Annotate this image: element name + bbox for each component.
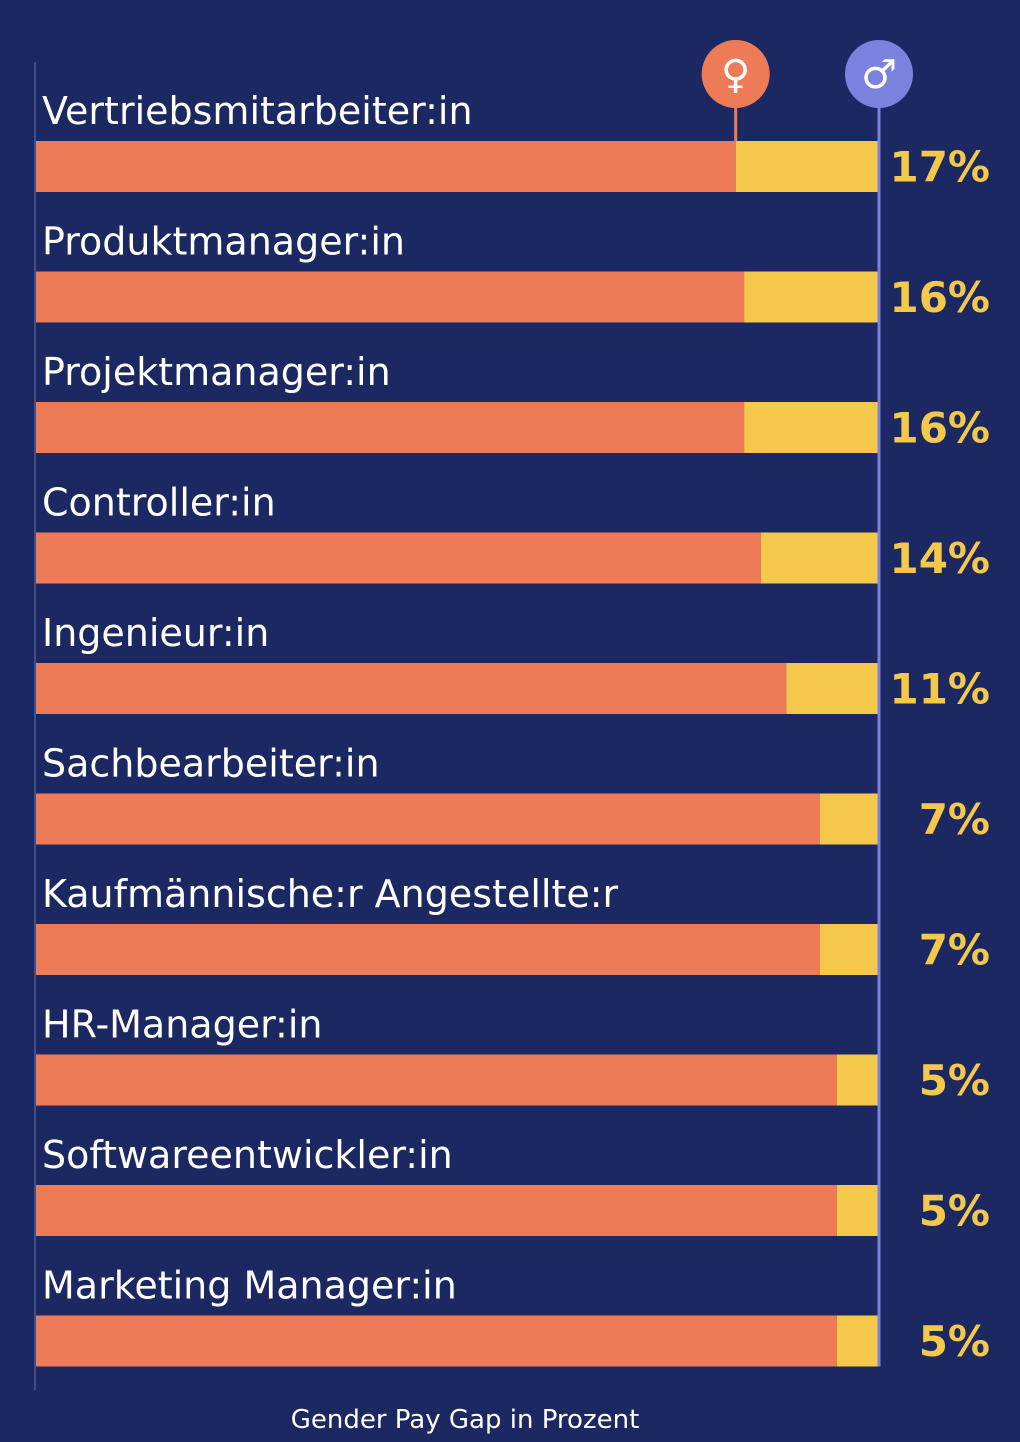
- bar-row: Produktmanager:in 16%: [36, 220, 990, 323]
- row-label: Sachbearbeiter:in: [42, 742, 380, 786]
- x-axis-label: Gender Pay Gap in Prozent: [291, 1405, 640, 1435]
- gap-bar: [735, 141, 879, 192]
- gap-bar: [744, 402, 879, 453]
- female-bar: [36, 663, 787, 714]
- female-bar: [36, 532, 761, 584]
- row-label: Controller:in: [42, 481, 276, 525]
- row-label: Ingenieur:in: [42, 611, 269, 655]
- male-symbol-icon: ♂: [861, 52, 897, 98]
- value-label: 16%: [889, 273, 990, 322]
- gap-bar: [836, 1185, 879, 1236]
- value-label: 16%: [889, 404, 990, 453]
- row-label: Vertriebsmitarbeiter:in: [42, 89, 473, 133]
- female-bar: [36, 1185, 837, 1236]
- value-label: 5%: [919, 1317, 990, 1366]
- value-label: 5%: [919, 1187, 990, 1236]
- bar-row: Softwareentwickler:in 5%: [36, 1133, 990, 1236]
- gap-bar: [836, 1315, 879, 1367]
- value-label: 7%: [919, 795, 990, 844]
- row-label: Produktmanager:in: [42, 220, 405, 264]
- row-label: Kaufmännische:r Angestellte:r: [42, 872, 619, 916]
- female-bar: [36, 141, 736, 192]
- value-label: 17%: [889, 143, 990, 192]
- bar-row: Ingenieur:in 11%: [36, 611, 990, 714]
- female-bar: [36, 793, 820, 845]
- gap-bar: [819, 924, 879, 975]
- gender-markers: ♀ ♂: [701, 40, 913, 1367]
- bar-row: Projektmanager:in 16%: [36, 350, 990, 453]
- value-label: 11%: [889, 665, 990, 714]
- bar-row: Vertriebsmitarbeiter:in 17%: [36, 89, 990, 192]
- female-symbol-icon: ♀: [721, 52, 750, 98]
- bar-row: Kaufmännische:r Angestellte:r 7%: [36, 872, 990, 975]
- female-bar: [36, 1315, 837, 1367]
- value-label: 14%: [889, 534, 990, 583]
- gap-bar: [744, 271, 879, 323]
- female-bar: [36, 924, 820, 975]
- gap-bar: [819, 793, 879, 845]
- bar-row: Sachbearbeiter:in 7%: [36, 742, 990, 845]
- value-label: 5%: [919, 1056, 990, 1105]
- bar-row: Controller:in 14%: [36, 481, 990, 584]
- row-label: Projektmanager:in: [42, 350, 391, 394]
- gap-bar: [786, 663, 879, 714]
- bars-layer: Vertriebsmitarbeiter:in 17% Produktmanager…: [36, 89, 990, 1367]
- female-bar: [36, 1054, 837, 1106]
- gap-bar: [760, 532, 879, 584]
- gap-bar: [836, 1054, 879, 1106]
- row-label: Softwareentwickler:in: [42, 1133, 453, 1177]
- row-label: HR-Manager:in: [42, 1003, 323, 1047]
- bar-row: HR-Manager:in 5%: [36, 1003, 990, 1106]
- female-marker-circle: [701, 40, 770, 108]
- bar-row: Marketing Manager:in 5%: [36, 1264, 990, 1367]
- row-label: Marketing Manager:in: [42, 1264, 457, 1308]
- male-marker-circle: [845, 40, 913, 108]
- female-bar: [36, 402, 745, 453]
- female-bar: [36, 271, 745, 323]
- value-label: 7%: [919, 926, 990, 975]
